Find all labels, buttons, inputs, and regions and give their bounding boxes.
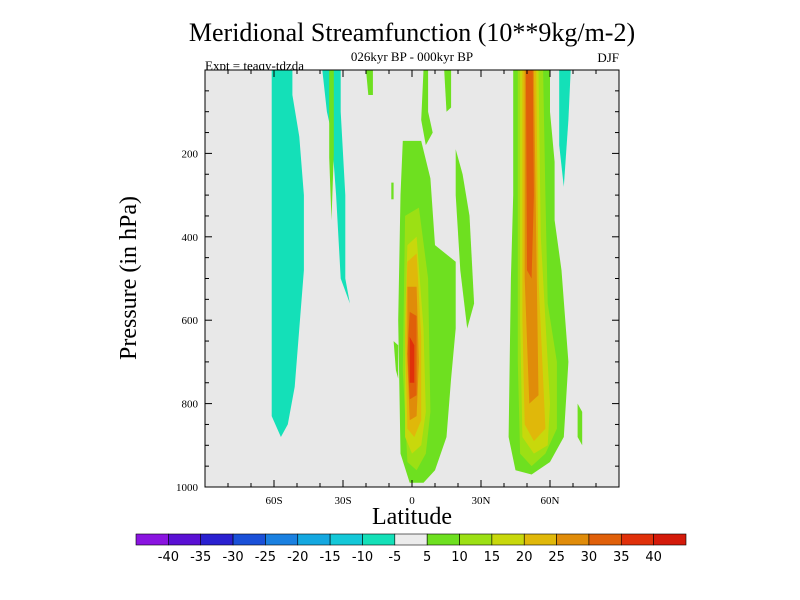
x-axis-label: Latitude xyxy=(372,504,452,530)
contour-region-2 xyxy=(329,70,334,221)
contour-region-12 xyxy=(577,403,583,446)
colorbar: -40 -35 -30 -25 -20 -15 -10 -5 5 10 15 20 25 30 35 40 xyxy=(135,533,687,565)
x-tick-label: 30S xyxy=(334,495,351,507)
colorbar-label: 40 xyxy=(645,550,662,565)
x-tick-label: 0 xyxy=(409,495,415,507)
contour-region-4 xyxy=(421,70,433,146)
colorbar-label: -35 xyxy=(190,550,211,565)
colorbar-box xyxy=(620,533,654,546)
colorbar-box xyxy=(556,533,590,546)
colorbar-label: -15 xyxy=(319,550,340,565)
colorbar-label: -5 xyxy=(388,550,401,565)
axis-ticks: 60S 30S 0 30N 60N 200 400 600 800 1000 xyxy=(176,70,619,507)
colorbar-box xyxy=(523,533,557,546)
contour-region-24 xyxy=(409,336,415,383)
contour-region-0 xyxy=(271,70,304,437)
contour-region-5 xyxy=(444,70,452,112)
colorbar-label: 15 xyxy=(484,550,501,565)
colorbar-label: -20 xyxy=(287,550,308,565)
contour-region-6 xyxy=(391,182,394,200)
contour-region-7 xyxy=(393,341,399,379)
y-tick-label: 200 xyxy=(182,148,199,160)
expt-label: Expt = teaqy-tdzda xyxy=(205,58,304,73)
colorbar-label: -40 xyxy=(158,550,179,565)
colorbar-box xyxy=(491,533,525,546)
contour-fills xyxy=(271,70,583,483)
contour-region-3 xyxy=(366,70,373,95)
chart-title: Meridional Streamfunction (10**9kg/m-2) xyxy=(189,18,635,47)
colorbar-box xyxy=(653,533,687,546)
contour-region-13 xyxy=(559,70,571,187)
x-tick-label: 30N xyxy=(472,495,491,507)
colorbar-box xyxy=(265,533,299,546)
y-tick-label: 600 xyxy=(182,315,199,327)
y-axis-label: Pressure (in hPa) xyxy=(116,196,142,360)
colorbar-label: 25 xyxy=(548,550,565,565)
colorbar-label: -30 xyxy=(222,550,243,565)
y-tick-label: 1000 xyxy=(176,482,199,494)
colorbar-box xyxy=(135,533,169,546)
colorbar-label: 35 xyxy=(613,550,630,565)
colorbar-label: -25 xyxy=(255,550,276,565)
colorbar-box xyxy=(329,533,363,546)
chart-subtitle: 026kyr BP - 000kyr BP xyxy=(351,49,473,64)
colorbar-box xyxy=(426,533,460,546)
x-tick-label: 60S xyxy=(265,495,282,507)
colorbar-box xyxy=(168,533,202,546)
season-label: DJF xyxy=(597,50,619,65)
y-tick-label: 400 xyxy=(182,232,199,244)
y-tick-label: 800 xyxy=(182,399,199,411)
colorbar-label: 10 xyxy=(451,550,468,565)
contour-region-1 xyxy=(322,70,350,304)
colorbar-box xyxy=(394,533,428,546)
contour-region-10 xyxy=(455,149,475,329)
colorbar-label: 30 xyxy=(581,550,598,565)
colorbar-label: 5 xyxy=(423,550,431,565)
colorbar-box xyxy=(232,533,266,546)
colorbar-label: -10 xyxy=(352,550,373,565)
contour-region-23 xyxy=(525,70,534,279)
colorbar-box xyxy=(362,533,396,546)
colorbar-box xyxy=(459,533,493,546)
colorbar-box xyxy=(297,533,331,546)
colorbar-box xyxy=(200,533,234,546)
colorbar-label: 20 xyxy=(516,550,533,565)
colorbar-box xyxy=(588,533,622,546)
x-tick-label: 60N xyxy=(541,495,560,507)
